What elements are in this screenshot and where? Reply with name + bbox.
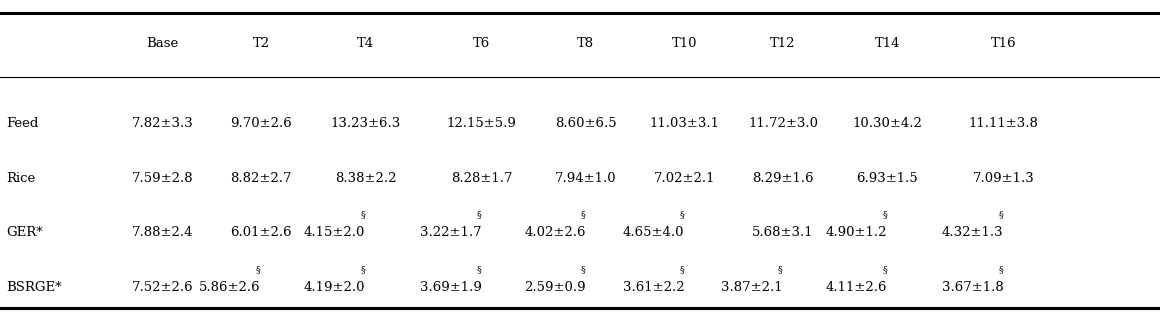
Text: 12.15±5.9: 12.15±5.9 (447, 117, 516, 130)
Text: 3.61±2.2: 3.61±2.2 (623, 281, 684, 294)
Text: 4.02±2.6: 4.02±2.6 (524, 226, 586, 239)
Text: 7.52±2.6: 7.52±2.6 (131, 281, 194, 294)
Text: §: § (999, 265, 1003, 274)
Text: 7.59±2.8: 7.59±2.8 (131, 172, 194, 185)
Text: §: § (256, 265, 261, 274)
Text: 7.09±1.3: 7.09±1.3 (972, 172, 1035, 185)
Text: 2.59±0.9: 2.59±0.9 (524, 281, 586, 294)
Text: 8.38±2.2: 8.38±2.2 (334, 172, 397, 185)
Text: T12: T12 (770, 37, 796, 50)
Text: 10.30±4.2: 10.30±4.2 (853, 117, 922, 130)
Text: 8.60±6.5: 8.60±6.5 (554, 117, 617, 130)
Text: T8: T8 (578, 37, 594, 50)
Text: 4.65±4.0: 4.65±4.0 (623, 226, 684, 239)
Text: T4: T4 (357, 37, 374, 50)
Text: §: § (680, 265, 684, 274)
Text: T14: T14 (875, 37, 900, 50)
Text: Base: Base (146, 37, 179, 50)
Text: Rice: Rice (6, 172, 35, 185)
Text: §: § (778, 265, 783, 274)
Text: 6.93±1.5: 6.93±1.5 (856, 172, 919, 185)
Text: §: § (361, 265, 365, 274)
Text: 3.22±1.7: 3.22±1.7 (420, 226, 481, 239)
Text: §: § (883, 265, 887, 274)
Text: 7.82±3.3: 7.82±3.3 (131, 117, 194, 130)
Text: 4.11±2.6: 4.11±2.6 (826, 281, 887, 294)
Text: 4.90±1.2: 4.90±1.2 (826, 226, 887, 239)
Text: 3.69±1.9: 3.69±1.9 (420, 281, 481, 294)
Text: 11.03±3.1: 11.03±3.1 (650, 117, 719, 130)
Text: §: § (680, 211, 684, 220)
Text: 7.94±1.0: 7.94±1.0 (554, 172, 617, 185)
Text: §: § (581, 265, 586, 274)
Text: §: § (361, 211, 365, 220)
Text: 4.19±2.0: 4.19±2.0 (304, 281, 365, 294)
Text: 7.88±2.4: 7.88±2.4 (131, 226, 194, 239)
Text: 4.15±2.0: 4.15±2.0 (304, 226, 365, 239)
Text: T10: T10 (672, 37, 697, 50)
Text: 11.11±3.8: 11.11±3.8 (969, 117, 1038, 130)
Text: T6: T6 (473, 37, 490, 50)
Text: T2: T2 (253, 37, 269, 50)
Text: BSRGE*: BSRGE* (6, 281, 61, 294)
Text: 11.72±3.0: 11.72±3.0 (748, 117, 818, 130)
Text: GER*: GER* (6, 226, 43, 239)
Text: T16: T16 (991, 37, 1016, 50)
Text: 8.82±2.7: 8.82±2.7 (230, 172, 292, 185)
Text: 7.02±2.1: 7.02±2.1 (653, 172, 716, 185)
Text: 9.70±2.6: 9.70±2.6 (230, 117, 292, 130)
Text: 4.32±1.3: 4.32±1.3 (942, 226, 1003, 239)
Text: 3.67±1.8: 3.67±1.8 (942, 281, 1003, 294)
Text: 13.23±6.3: 13.23±6.3 (331, 117, 400, 130)
Text: §: § (477, 265, 481, 274)
Text: §: § (581, 211, 586, 220)
Text: §: § (477, 211, 481, 220)
Text: 5.68±3.1: 5.68±3.1 (752, 226, 814, 239)
Text: 5.86±2.6: 5.86±2.6 (200, 281, 261, 294)
Text: Feed: Feed (6, 117, 38, 130)
Text: §: § (999, 211, 1003, 220)
Text: 8.28±1.7: 8.28±1.7 (450, 172, 513, 185)
Text: §: § (883, 211, 887, 220)
Text: 3.87±2.1: 3.87±2.1 (722, 281, 783, 294)
Text: 6.01±2.6: 6.01±2.6 (230, 226, 292, 239)
Text: 8.29±1.6: 8.29±1.6 (752, 172, 814, 185)
